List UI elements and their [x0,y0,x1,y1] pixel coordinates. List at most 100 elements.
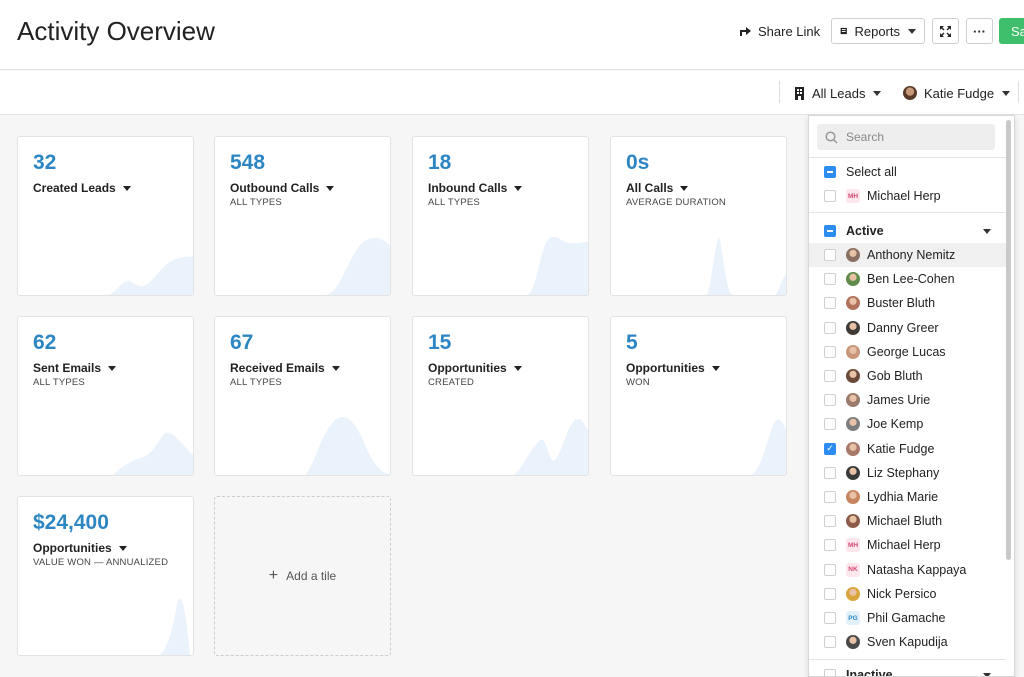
initials-avatar: PG [846,611,860,625]
tile-sublabel: ALL TYPES [428,197,480,208]
user-option[interactable]: Ben Lee-Cohen [809,267,1006,291]
scrollbar[interactable] [1006,120,1011,560]
avatar [846,417,860,432]
chevron-down-icon [873,90,882,96]
checkbox[interactable] [824,612,836,624]
user-option[interactable]: PG Phil Gamache [809,606,1006,630]
tile-label[interactable]: Created Leads [33,181,131,195]
checkbox[interactable] [824,370,836,382]
user-option[interactable]: Buster Bluth [809,291,1006,315]
avatar [846,369,860,383]
checkbox[interactable] [824,249,836,261]
tile-opportunities-created[interactable]: 15 Opportunities CREATED [412,316,589,476]
tile-sent-emails[interactable]: 62 Sent Emails ALL TYPES [17,316,194,476]
avatar [846,635,860,650]
chevron-down-icon [331,365,340,371]
checkbox[interactable] [824,190,836,202]
chevron-down-icon [326,185,335,191]
sparkline [305,416,390,475]
option-label: Michael Herp [867,189,941,203]
tile-value: 548 [230,151,266,174]
tile-value: 15 [428,331,452,354]
checkbox[interactable] [824,345,836,358]
checkbox[interactable] [824,491,836,503]
reports-button[interactable]: Reports [831,18,925,44]
tile-all-calls[interactable]: 0s All Calls AVERAGE DURATION [610,136,787,296]
ellipsis-icon: ··· [973,23,986,39]
user-option[interactable]: Joe Kemp [809,412,1006,436]
user-option[interactable]: James Urie [809,388,1006,412]
tile-label[interactable]: Opportunities [626,361,720,375]
search-input[interactable]: Search [817,124,995,150]
more-options-button[interactable]: ··· [966,18,993,44]
tile-created-leads[interactable]: 32 Created Leads [17,136,194,296]
tile-value: 0s [626,151,650,174]
checkbox[interactable] [824,515,836,528]
option-label: Buster Bluth [867,296,936,311]
tile-received-emails[interactable]: 67 Received Emails ALL TYPES [214,316,391,476]
tile-label[interactable]: Opportunities [33,541,127,555]
user-option[interactable]: Liz Stephany [809,461,1006,485]
tile-sublabel: AVERAGE DURATION [626,197,726,208]
tile-inbound-calls[interactable]: 18 Inbound Calls ALL TYPES [412,136,589,296]
option-label: James Urie [867,393,931,408]
avatar [903,86,917,100]
inactive-section-header[interactable]: Inactive [809,663,1006,676]
tile-label[interactable]: Received Emails [230,361,340,375]
user-option[interactable]: Anthony Nemitz [809,243,1006,267]
user-option[interactable]: George Lucas [809,340,1006,364]
checkbox[interactable] [824,539,836,552]
user-option[interactable]: Sven Kapudija [809,630,1006,654]
checkbox[interactable] [824,587,836,600]
save-button[interactable]: Sa [999,18,1024,44]
chevron-down-icon [711,365,720,371]
avatar [846,344,860,359]
checkbox[interactable] [824,466,836,479]
user-option[interactable]: NK Natasha Kappaya [809,558,1006,582]
chevron-down-icon [513,365,522,371]
user-option[interactable]: MH Michael Herp [809,533,1006,557]
user-option[interactable]: Gob Bluth [809,364,1006,388]
user-option[interactable]: ✓ Katie Fudge [809,437,1006,461]
page-header: Activity Overview Share Link Reports ···… [0,0,1024,70]
checkbox[interactable] [824,297,836,310]
search-placeholder: Search [846,130,885,144]
checkbox[interactable] [824,669,836,676]
checkbox[interactable] [824,394,836,407]
user-option[interactable]: Michael Bluth [809,509,1006,533]
tile-outbound-calls[interactable]: 548 Outbound Calls ALL TYPES [214,136,391,296]
checkbox[interactable] [824,636,836,649]
share-icon [740,27,751,36]
tile-label[interactable]: Outbound Calls [230,181,335,195]
user-option[interactable]: Nick Persico [809,582,1006,606]
leads-filter[interactable]: All Leads [794,80,882,106]
checkbox[interactable] [824,563,836,576]
fullscreen-button[interactable] [932,18,959,44]
checkbox[interactable] [824,321,836,334]
add-tile-label: Add a tile [286,569,337,583]
sparkline [528,236,588,295]
avatar [846,441,860,456]
tile-label[interactable]: Opportunities [428,361,522,375]
user-filter[interactable]: Katie Fudge [903,80,1011,106]
checkbox[interactable] [824,418,836,431]
tile-opportunities-won[interactable]: 5 Opportunities WON [610,316,787,476]
user-option[interactable]: Lydhia Marie [809,485,1006,509]
avatar [846,393,860,408]
tile-label[interactable]: Sent Emails [33,361,117,375]
select-all-option[interactable]: Select all [809,160,1006,184]
checkbox[interactable] [824,273,836,286]
checkbox-indeterminate[interactable] [824,225,836,237]
active-section-header[interactable]: Active [809,219,1006,243]
tile-label[interactable]: All Calls [626,181,689,195]
checkbox-indeterminate[interactable] [824,166,836,178]
tile-label[interactable]: Inbound Calls [428,181,523,195]
tile-opportunities-value-won[interactable]: $24,400 Opportunities VALUE WON — ANNUAL… [17,496,194,656]
add-tile-button[interactable]: + Add a tile [214,496,391,656]
chevron-down-icon[interactable] [983,228,991,234]
checkbox-checked[interactable]: ✓ [824,442,836,455]
user-option[interactable]: Danny Greer [809,316,1006,340]
share-link-button[interactable]: Share Link [738,18,820,44]
user-option[interactable]: MH Michael Herp [809,184,1006,208]
chevron-down-icon[interactable] [983,672,991,676]
